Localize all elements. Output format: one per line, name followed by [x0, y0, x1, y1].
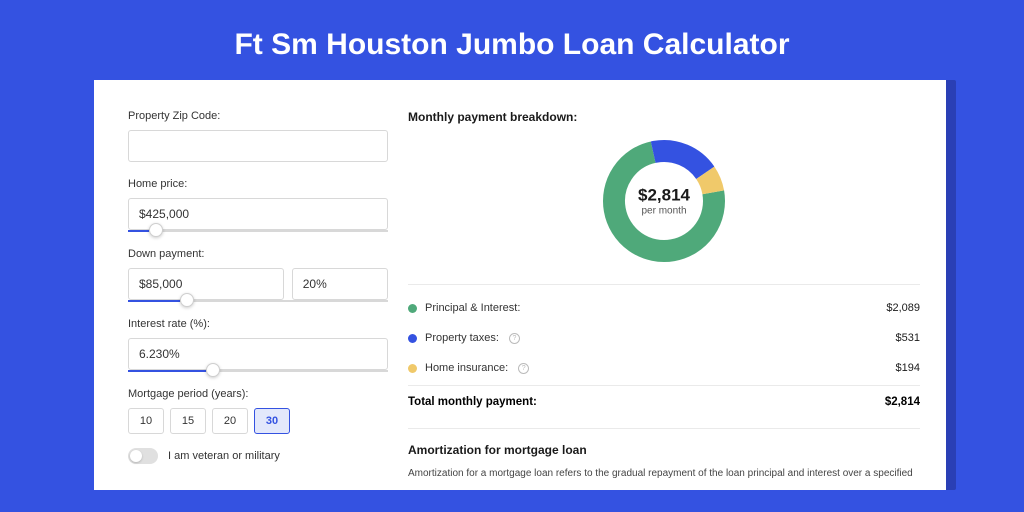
legend-divider [408, 284, 920, 285]
amortization-text: Amortization for a mortgage loan refers … [408, 467, 920, 481]
legend-label-principal: Principal & Interest: [425, 302, 520, 314]
total-row: Total monthly payment: $2,814 [408, 385, 920, 422]
mortgage-period-label: Mortgage period (years): [128, 388, 388, 400]
period-btn-10[interactable]: 10 [128, 408, 164, 434]
home-price-group: Home price: [128, 178, 388, 232]
total-value: $2,814 [885, 396, 920, 408]
legend-value-principal: $2,089 [886, 302, 920, 314]
legend-dot-principal [408, 304, 417, 313]
donut-wrap: $2,814 per month [408, 136, 920, 266]
zip-field-group: Property Zip Code: [128, 110, 388, 162]
period-btn-15[interactable]: 15 [170, 408, 206, 434]
interest-rate-slider[interactable] [128, 370, 388, 372]
legend-label-taxes: Property taxes: [425, 332, 499, 344]
legend-label-insurance: Home insurance: [425, 362, 508, 374]
interest-rate-label: Interest rate (%): [128, 318, 388, 330]
info-icon[interactable]: ? [509, 333, 520, 344]
interest-rate-group: Interest rate (%): [128, 318, 388, 372]
legend-value-insurance: $194 [896, 362, 920, 374]
down-payment-slider-thumb[interactable] [180, 293, 194, 307]
breakdown-column: Monthly payment breakdown: $2,814 per mo… [408, 110, 920, 490]
zip-input[interactable] [128, 130, 388, 162]
donut-amount: $2,814 [638, 186, 690, 206]
interest-rate-input[interactable] [128, 338, 388, 370]
legend-row-taxes: Property taxes: ? $531 [408, 323, 920, 353]
payment-donut-chart: $2,814 per month [599, 136, 729, 266]
home-price-label: Home price: [128, 178, 388, 190]
down-payment-group: Down payment: [128, 248, 388, 302]
period-btn-20[interactable]: 20 [212, 408, 248, 434]
calculator-card: Property Zip Code: Home price: Down paym… [94, 80, 946, 490]
period-btn-30[interactable]: 30 [254, 408, 290, 434]
down-payment-pct-input[interactable] [292, 268, 388, 300]
home-price-input[interactable] [128, 198, 388, 230]
interest-rate-slider-thumb[interactable] [206, 363, 220, 377]
legend-dot-taxes [408, 334, 417, 343]
legend-dot-insurance [408, 364, 417, 373]
form-column: Property Zip Code: Home price: Down paym… [128, 110, 388, 490]
amortization-section: Amortization for mortgage loan Amortizat… [408, 428, 920, 481]
amortization-title: Amortization for mortgage loan [408, 443, 920, 457]
veteran-label: I am veteran or military [168, 450, 280, 462]
page-title: Ft Sm Houston Jumbo Loan Calculator [0, 0, 1024, 80]
down-payment-slider[interactable] [128, 300, 388, 302]
donut-sub: per month [638, 206, 690, 217]
mortgage-period-group: Mortgage period (years): 10 15 20 30 [128, 388, 388, 434]
donut-center: $2,814 per month [638, 186, 690, 217]
down-payment-label: Down payment: [128, 248, 388, 260]
veteran-toggle[interactable] [128, 448, 158, 464]
card-shadow: Property Zip Code: Home price: Down paym… [94, 80, 956, 490]
down-payment-amount-input[interactable] [128, 268, 284, 300]
home-price-slider-thumb[interactable] [149, 223, 163, 237]
zip-label: Property Zip Code: [128, 110, 388, 122]
home-price-slider[interactable] [128, 230, 388, 232]
total-label: Total monthly payment: [408, 396, 537, 408]
legend-row-principal: Principal & Interest: $2,089 [408, 293, 920, 323]
legend-value-taxes: $531 [896, 332, 920, 344]
breakdown-title: Monthly payment breakdown: [408, 110, 920, 124]
mortgage-period-buttons: 10 15 20 30 [128, 408, 388, 434]
veteran-toggle-knob [130, 450, 142, 462]
legend-row-insurance: Home insurance: ? $194 [408, 353, 920, 383]
info-icon[interactable]: ? [518, 363, 529, 374]
veteran-toggle-row: I am veteran or military [128, 448, 388, 464]
